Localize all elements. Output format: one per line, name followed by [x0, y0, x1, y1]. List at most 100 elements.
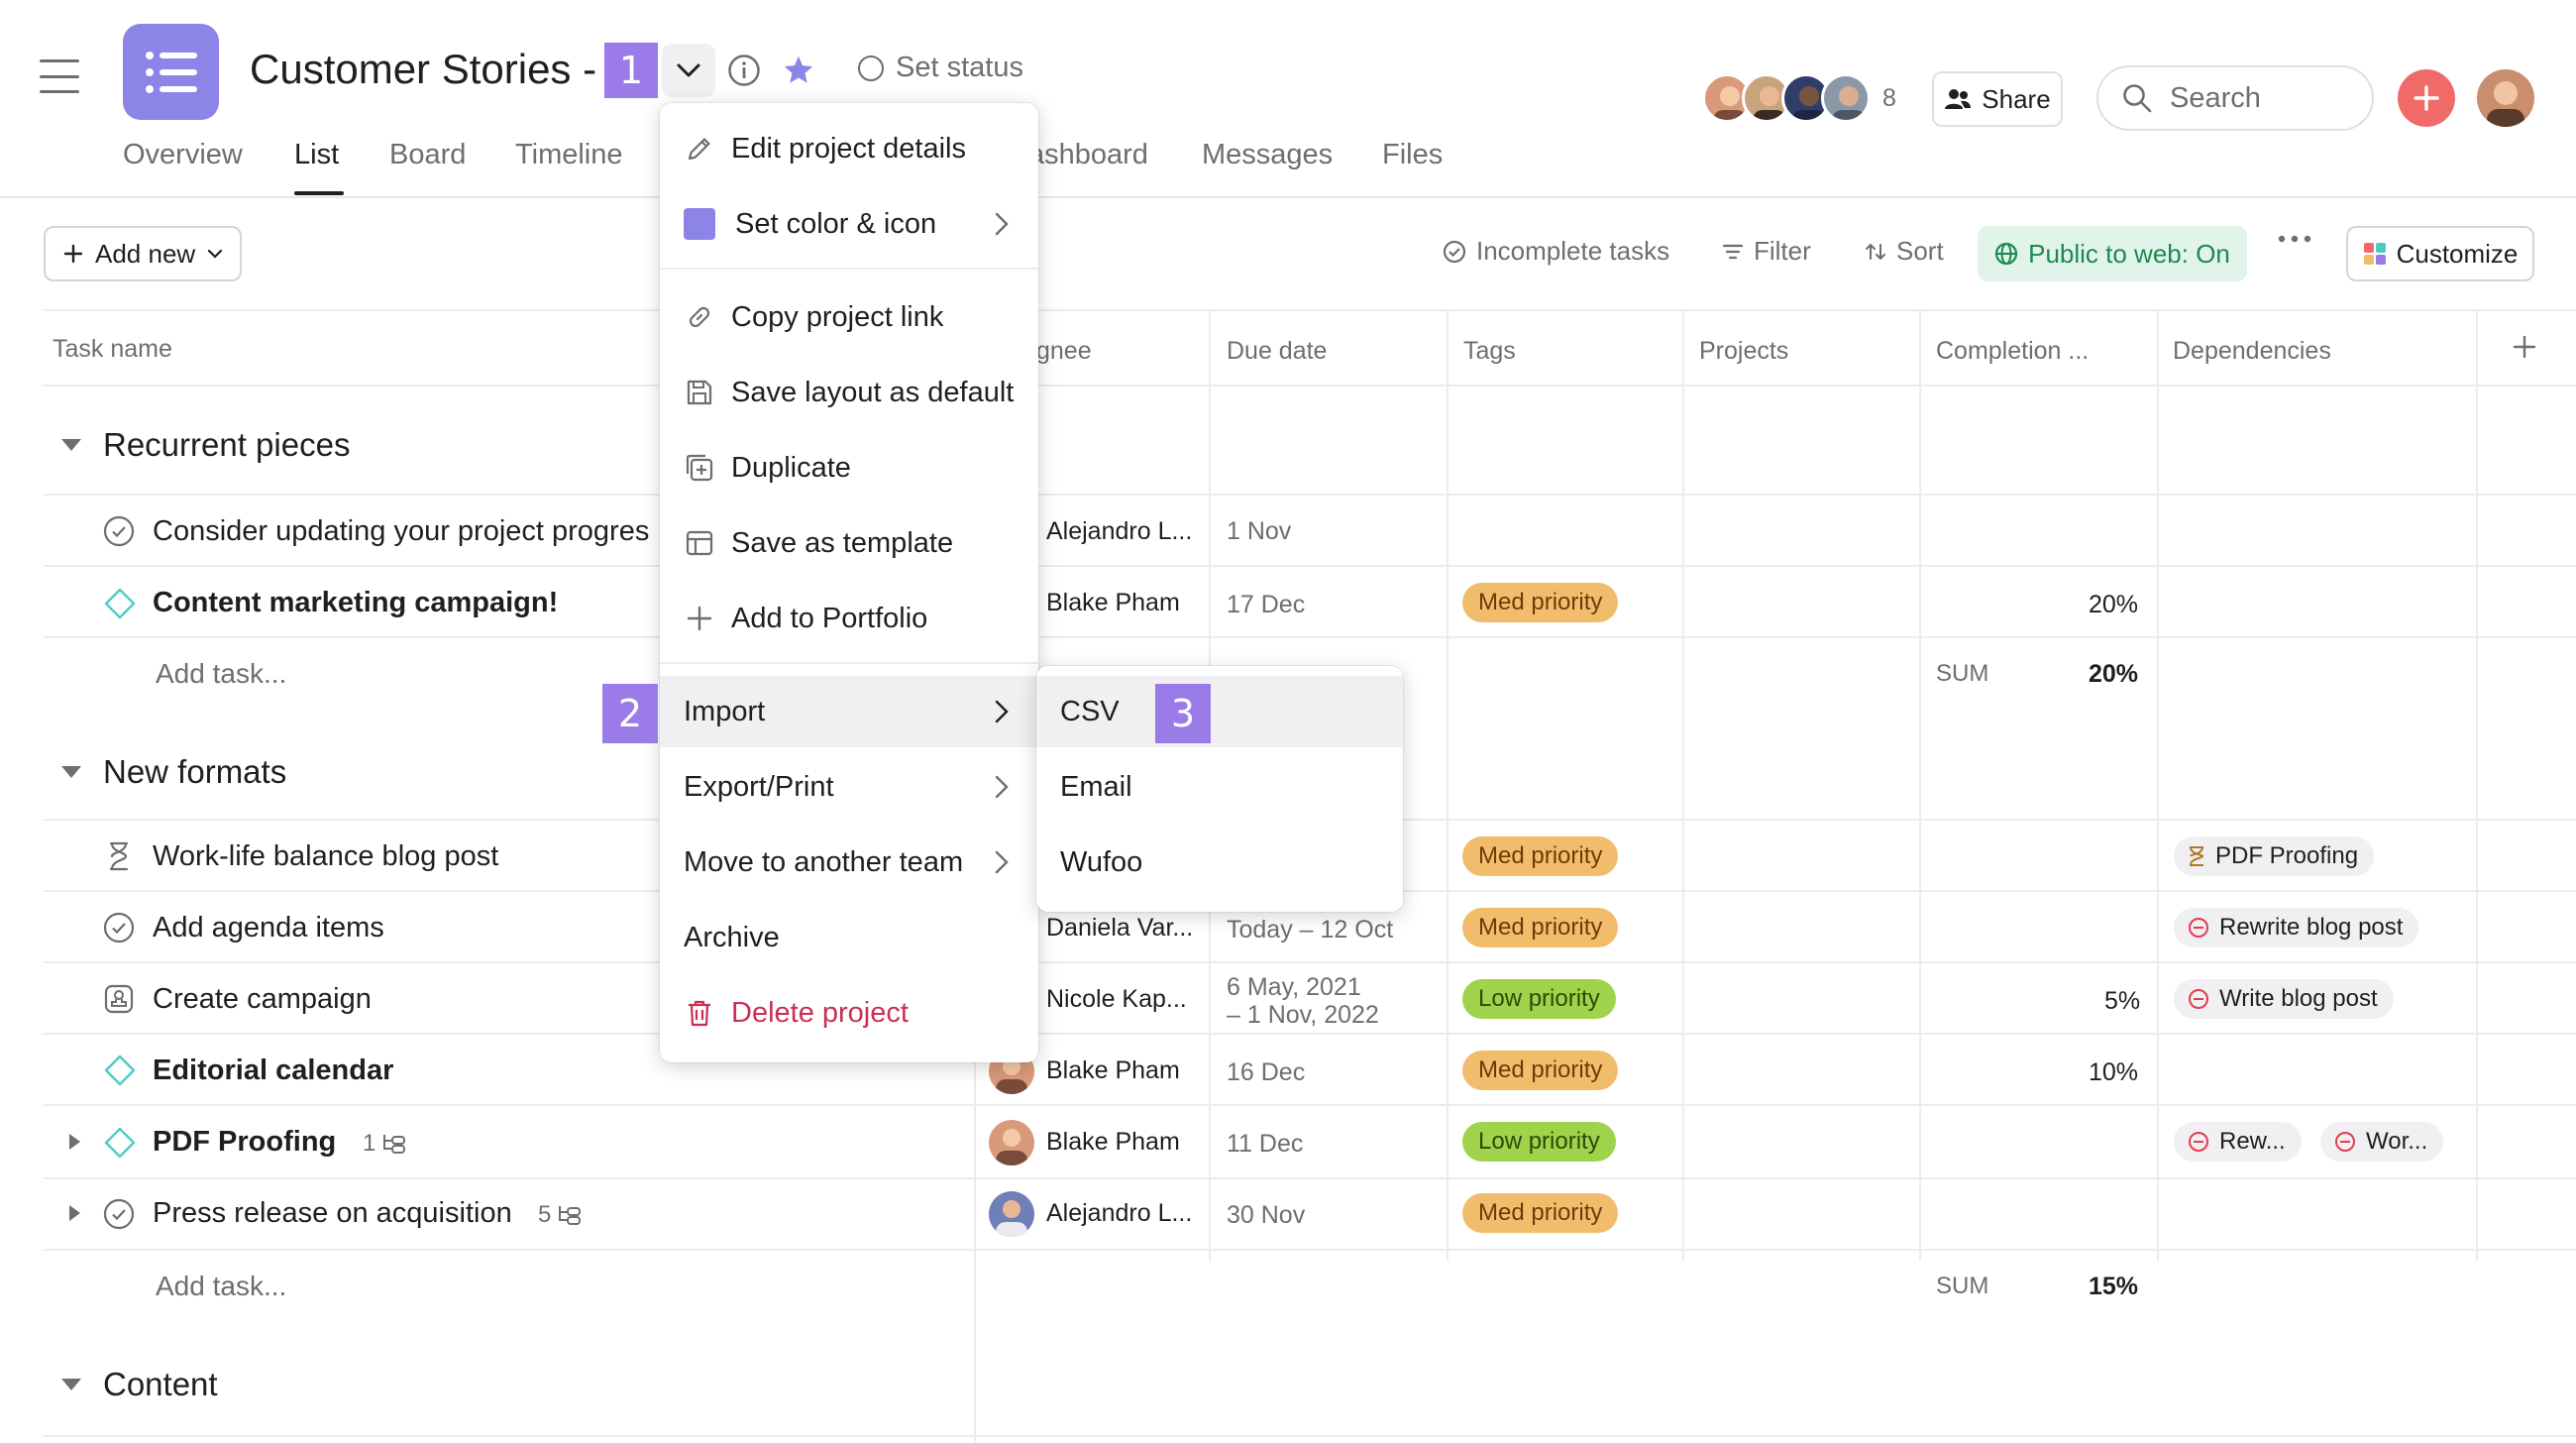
task-completion[interactable]: 5%	[2104, 987, 2141, 1015]
submenu-item-email[interactable]: Email	[1060, 770, 1132, 803]
search-input[interactable]: Search	[2096, 65, 2374, 131]
column-header-assignee[interactable]: gnee	[1036, 337, 1092, 365]
task-completion[interactable]: 10%	[2089, 1058, 2139, 1086]
tab-messages[interactable]: Messages	[1202, 139, 1334, 170]
share-button[interactable]: Share	[1932, 71, 2063, 127]
task-name[interactable]: Content marketing campaign!	[153, 587, 559, 618]
dependency-pill[interactable]: Rew...	[2174, 1122, 2302, 1162]
task-completion[interactable]: 20%	[2089, 591, 2139, 618]
filter-button[interactable]: Filter	[1722, 236, 1811, 267]
milestone-toggle[interactable]	[103, 1054, 137, 1087]
task-assignee[interactable]: Alejandro L...	[1046, 1199, 1193, 1227]
task-due-date[interactable]: 11 Dec	[1227, 1130, 1304, 1158]
task-name[interactable]: Editorial calendar	[153, 1054, 394, 1086]
dependency-pill[interactable]: Wor...	[2320, 1122, 2444, 1162]
submenu-item-csv[interactable]: CSV	[1036, 676, 1403, 747]
subtask-count[interactable]: 5	[538, 1201, 583, 1229]
user-avatar[interactable]	[2477, 69, 2534, 127]
waiting-status-toggle[interactable]	[103, 840, 135, 872]
column-header-completion[interactable]: Completion ...	[1936, 337, 2090, 365]
dependency-pill[interactable]: Rewrite blog post	[2174, 908, 2419, 947]
priority-tag[interactable]: Med priority	[1462, 1051, 1619, 1090]
tab-timeline[interactable]: Timeline	[515, 139, 623, 170]
incomplete-tasks-filter[interactable]: Incomplete tasks	[1443, 236, 1669, 267]
add-column-button[interactable]	[2513, 335, 2536, 359]
project-list-icon[interactable]	[123, 24, 219, 120]
menu-item-move-to-another-team[interactable]: Move to another team	[660, 827, 1038, 898]
task-assignee[interactable]: Alejandro L...	[1046, 517, 1193, 545]
menu-item-set-color-icon[interactable]: Set color & icon	[660, 188, 1038, 260]
section-header[interactable]: Content	[61, 1366, 218, 1403]
menu-item-save-as-template[interactable]: Save as template	[660, 507, 1038, 579]
tab-list[interactable]: List	[294, 139, 340, 170]
column-header-tags[interactable]: Tags	[1463, 337, 1516, 365]
submenu-item-wufoo[interactable]: Wufoo	[1060, 845, 1143, 878]
task-assignee[interactable]: Blake Pham	[1046, 1128, 1180, 1156]
customize-button[interactable]: Customize	[2346, 226, 2534, 281]
task-assignee[interactable]: Nicole Kap...	[1046, 985, 1187, 1013]
menu-item-import[interactable]: Import	[660, 676, 1038, 747]
add-task-button[interactable]: Add task...	[156, 658, 287, 689]
task-name[interactable]: PDF Proofing	[153, 1126, 337, 1158]
task-name[interactable]: Work-life balance blog post	[153, 840, 499, 872]
milestone-toggle[interactable]	[103, 1126, 137, 1160]
task-complete-toggle[interactable]	[103, 1198, 135, 1230]
task-name[interactable]: Consider updating your project progres	[153, 515, 650, 547]
task-name[interactable]: Create campaign	[153, 983, 372, 1015]
menu-item-copy-project-link[interactable]: Copy project link	[660, 281, 1038, 353]
task-due-date-start[interactable]: 6 May, 2021	[1227, 973, 1361, 1001]
priority-tag[interactable]: Med priority	[1462, 1193, 1619, 1233]
expand-subtasks-triangle-icon[interactable]	[69, 1134, 80, 1150]
column-header-task-name[interactable]: Task name	[53, 335, 172, 363]
tab-files[interactable]: Files	[1382, 139, 1444, 170]
task-name[interactable]: Add agenda items	[153, 912, 384, 944]
column-header-dependencies[interactable]: Dependencies	[2173, 337, 2331, 365]
section-header[interactable]: Recurrent pieces	[61, 426, 350, 464]
add-task-button[interactable]: Add task...	[156, 1271, 287, 1301]
approval-toggle[interactable]	[103, 983, 135, 1015]
sort-button[interactable]: Sort	[1865, 236, 1944, 267]
priority-tag[interactable]: Med priority	[1462, 583, 1619, 622]
tab-board[interactable]: Board	[389, 139, 467, 170]
task-due-date[interactable]: 17 Dec	[1227, 591, 1306, 618]
public-to-web-toggle[interactable]: Public to web: On	[1978, 226, 2247, 281]
tab-dashboard[interactable]: ashboard	[1028, 139, 1148, 170]
tab-overview[interactable]: Overview	[123, 139, 243, 170]
project-members[interactable]: 8	[1702, 73, 1896, 123]
column-header-due-date[interactable]: Due date	[1227, 337, 1328, 365]
dependency-pill[interactable]: PDF Proofing	[2174, 836, 2375, 876]
dependency-pill[interactable]: Write blog post	[2174, 979, 2394, 1019]
milestone-toggle[interactable]	[103, 587, 137, 620]
task-assignee[interactable]: Daniela Var...	[1046, 914, 1194, 942]
task-complete-toggle[interactable]	[103, 912, 135, 944]
priority-tag[interactable]: Low priority	[1462, 1122, 1616, 1162]
column-header-projects[interactable]: Projects	[1699, 337, 1789, 365]
favorite-star-button[interactable]	[782, 54, 815, 87]
task-due-date[interactable]: 1 Nov	[1227, 517, 1292, 545]
menu-item-export-print[interactable]: Export/Print	[660, 751, 1038, 823]
project-info-button[interactable]	[727, 54, 761, 87]
priority-tag[interactable]: Med priority	[1462, 836, 1619, 876]
section-header[interactable]: New formats	[61, 753, 286, 791]
task-complete-toggle[interactable]	[103, 515, 135, 547]
task-due-date[interactable]: Today – 12 Oct	[1227, 916, 1394, 944]
priority-tag[interactable]: Med priority	[1462, 908, 1619, 947]
collapse-triangle-icon[interactable]	[61, 1379, 81, 1390]
task-assignee[interactable]: Blake Pham	[1046, 589, 1180, 616]
task-name[interactable]: Press release on acquisition	[153, 1197, 512, 1229]
subtask-count[interactable]: 1	[363, 1130, 407, 1158]
menu-item-duplicate[interactable]: Duplicate	[660, 432, 1038, 503]
priority-tag[interactable]: Low priority	[1462, 979, 1616, 1019]
menu-item-add-to-portfolio[interactable]: Add to Portfolio	[660, 583, 1038, 654]
menu-item-save-layout-as-default[interactable]: Save layout as default	[660, 357, 1038, 428]
add-new-button[interactable]: Add new	[44, 226, 242, 281]
project-title[interactable]: Customer Stories -	[250, 46, 597, 92]
more-options-button[interactable]	[2277, 234, 2312, 244]
menu-item-archive[interactable]: Archive	[660, 902, 1038, 973]
set-status-button[interactable]: Set status	[858, 52, 1023, 84]
collapse-triangle-icon[interactable]	[61, 439, 81, 451]
task-assignee[interactable]: Blake Pham	[1046, 1056, 1180, 1084]
menu-item-edit-project-details[interactable]: Edit project details	[660, 113, 1038, 184]
expand-subtasks-triangle-icon[interactable]	[69, 1205, 80, 1221]
task-due-date[interactable]: 16 Dec	[1227, 1058, 1306, 1086]
